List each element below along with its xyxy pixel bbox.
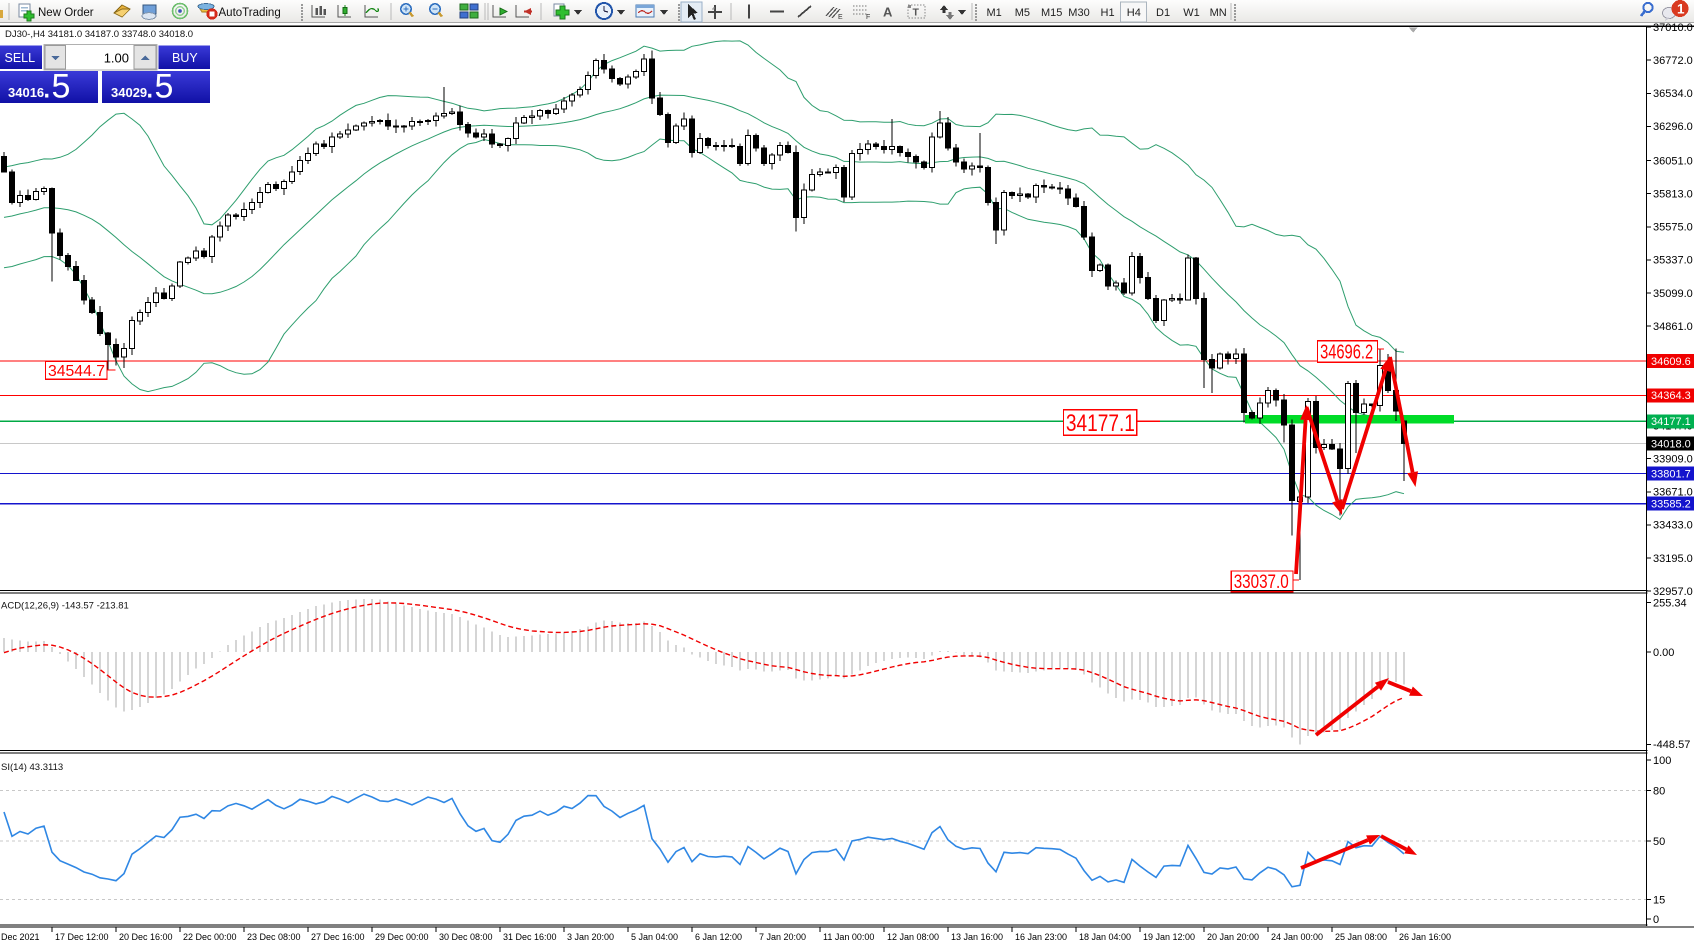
svg-text:34029: 34029 — [111, 85, 147, 100]
svg-text:3 Jan 20:00: 3 Jan 20:00 — [567, 932, 614, 942]
svg-text:36772.0: 36772.0 — [1653, 55, 1693, 67]
svg-text:20 Jan 20:00: 20 Jan 20:00 — [1207, 932, 1259, 942]
svg-text:0: 0 — [1653, 914, 1659, 926]
svg-text:29 Dec 00:00: 29 Dec 00:00 — [375, 932, 429, 942]
svg-text:25 Jan 08:00: 25 Jan 08:00 — [1335, 932, 1387, 942]
svg-text:.5: .5 — [42, 68, 70, 106]
svg-text:34861.0: 34861.0 — [1653, 321, 1693, 333]
svg-text:DJ30-,H4 34181.0 34187.0 3374: DJ30-,H4 34181.0 34187.0 33748.0 34018.0 — [5, 29, 193, 40]
svg-text:35337.0: 35337.0 — [1653, 255, 1693, 267]
svg-text:SI(14) 43.3113: SI(14) 43.3113 — [1, 762, 63, 773]
svg-text:13 Jan 16:00: 13 Jan 16:00 — [951, 932, 1003, 942]
svg-text:33433.0: 33433.0 — [1653, 520, 1693, 532]
svg-text:100: 100 — [1653, 755, 1671, 767]
svg-text:0.00: 0.00 — [1653, 647, 1674, 659]
svg-text:20 Dec 16:00: 20 Dec 16:00 — [119, 932, 173, 942]
svg-text:A: A — [883, 5, 893, 20]
svg-text:34364.3: 34364.3 — [1651, 390, 1691, 402]
svg-text:M1: M1 — [987, 7, 1002, 19]
svg-text:33195.0: 33195.0 — [1653, 553, 1693, 565]
svg-text:35575.0: 35575.0 — [1653, 222, 1693, 234]
svg-text:31 Dec 16:00: 31 Dec 16:00 — [503, 932, 557, 942]
svg-text:36051.0: 36051.0 — [1653, 155, 1693, 167]
svg-text:H4: H4 — [1127, 7, 1141, 19]
svg-text:34016: 34016 — [8, 85, 44, 100]
svg-text:ACD(12,26,9) -143.57 -213.81: ACD(12,26,9) -143.57 -213.81 — [1, 601, 129, 612]
svg-text:24 Jan 00:00: 24 Jan 00:00 — [1271, 932, 1323, 942]
svg-text:36534.0: 36534.0 — [1653, 88, 1693, 100]
svg-text:F: F — [866, 14, 870, 21]
svg-text:17 Dec 12:00: 17 Dec 12:00 — [55, 932, 109, 942]
svg-text:33585.2: 33585.2 — [1651, 499, 1691, 511]
svg-text:T: T — [913, 7, 920, 19]
svg-text:5 Jan 04:00: 5 Jan 04:00 — [631, 932, 678, 942]
svg-text:AutoTrading: AutoTrading — [219, 7, 281, 19]
svg-text:37010.0: 37010.0 — [1653, 22, 1693, 34]
svg-text:D1: D1 — [1156, 7, 1170, 19]
svg-text:33801.7: 33801.7 — [1651, 468, 1691, 480]
svg-text:M15: M15 — [1041, 7, 1062, 19]
svg-text:H1: H1 — [1101, 7, 1115, 19]
svg-text:34177.1: 34177.1 — [1651, 416, 1691, 428]
svg-text:W1: W1 — [1183, 7, 1200, 19]
svg-text:6 Jan 12:00: 6 Jan 12:00 — [695, 932, 742, 942]
svg-text:34177.1: 34177.1 — [1066, 410, 1135, 437]
svg-text:34544.7: 34544.7 — [48, 363, 105, 380]
svg-text:New Order: New Order — [38, 7, 94, 19]
svg-text:SELL: SELL — [5, 51, 36, 65]
svg-text:32957.0: 32957.0 — [1653, 586, 1693, 598]
svg-text:80: 80 — [1653, 786, 1665, 798]
svg-text:-448.57: -448.57 — [1653, 739, 1690, 751]
svg-text:15: 15 — [1653, 895, 1665, 907]
svg-text:BUY: BUY — [172, 51, 198, 65]
svg-text:30 Dec 08:00: 30 Dec 08:00 — [439, 932, 493, 942]
svg-text:33909.0: 33909.0 — [1653, 454, 1693, 466]
svg-text:.5: .5 — [145, 68, 173, 106]
svg-text:34696.2: 34696.2 — [1320, 342, 1373, 364]
svg-text:26 Jan 16:00: 26 Jan 16:00 — [1399, 932, 1451, 942]
svg-text:36296.0: 36296.0 — [1653, 121, 1693, 133]
svg-text:1: 1 — [1677, 2, 1685, 17]
svg-text:M30: M30 — [1068, 7, 1089, 19]
svg-text:1.00: 1.00 — [104, 51, 129, 66]
svg-text:7 Jan 20:00: 7 Jan 20:00 — [759, 932, 806, 942]
svg-text:255.34: 255.34 — [1653, 597, 1687, 609]
svg-text:50: 50 — [1653, 836, 1665, 848]
svg-text:Dec 2021: Dec 2021 — [1, 932, 40, 942]
svg-text:M5: M5 — [1015, 7, 1030, 19]
svg-text:16 Jan 23:00: 16 Jan 23:00 — [1015, 932, 1067, 942]
svg-text:35099.0: 35099.0 — [1653, 288, 1693, 300]
svg-text:23 Dec 08:00: 23 Dec 08:00 — [247, 932, 301, 942]
svg-text:19 Jan 12:00: 19 Jan 12:00 — [1143, 932, 1195, 942]
svg-text:34609.6: 34609.6 — [1651, 356, 1691, 368]
svg-text:12 Jan 08:00: 12 Jan 08:00 — [887, 932, 939, 942]
svg-text:11 Jan 00:00: 11 Jan 00:00 — [823, 932, 874, 942]
svg-text:18 Jan 04:00: 18 Jan 04:00 — [1079, 932, 1131, 942]
svg-text:MN: MN — [1210, 7, 1227, 19]
svg-text:27 Dec 16:00: 27 Dec 16:00 — [311, 932, 365, 942]
svg-text:34018.0: 34018.0 — [1651, 438, 1691, 450]
svg-text:22 Dec 00:00: 22 Dec 00:00 — [183, 932, 237, 942]
svg-text:E: E — [838, 14, 843, 21]
svg-text:35813.0: 35813.0 — [1653, 188, 1693, 200]
